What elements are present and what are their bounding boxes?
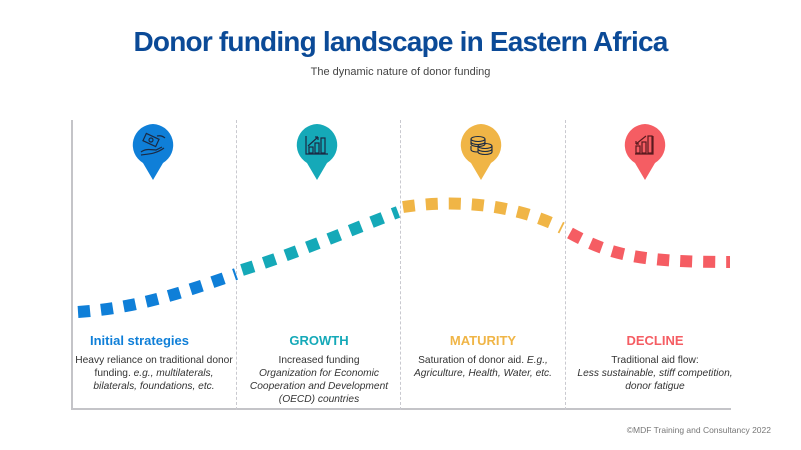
stage-title: MATURITY (449, 333, 517, 348)
stage-description: Saturation of donor aid. E.g., Agricultu… (414, 355, 552, 379)
stage-title: Initial strategies (90, 333, 189, 348)
stage-title: GROWTH (289, 333, 349, 348)
stage-growth: GROWTH Increased funding Organization fo… (237, 333, 401, 406)
stage-divider (400, 120, 401, 410)
stage-title: DECLINE (626, 333, 684, 348)
stage-description: Heavy reliance on traditional donor fund… (75, 355, 233, 392)
horizontal-axis (71, 408, 731, 410)
pin-maturity (460, 124, 502, 180)
curve-segment-growth (240, 206, 401, 276)
curve-segment-maturity (402, 197, 565, 234)
pin-growth (296, 124, 338, 180)
pin-initial (132, 124, 174, 180)
bar-chart-down-icon (635, 135, 654, 155)
stage-divider (236, 120, 237, 410)
vertical-axis (71, 120, 73, 410)
curve-segment-decline (567, 227, 731, 268)
money-hand-icon (140, 132, 166, 156)
curve-segment-initial (77, 268, 238, 318)
stage-initial: Initial strategies Heavy reliance on tra… (72, 333, 236, 393)
stage-decline: DECLINE Traditional aid flow: Less susta… (566, 333, 744, 393)
copyright: ©MDF Training and Consultancy 2022 (626, 425, 771, 435)
stage-divider (565, 120, 566, 410)
bar-chart-up-icon (305, 136, 328, 155)
stage-description: Traditional aid flow: Less sustainable, … (577, 355, 733, 392)
page-subtitle: The dynamic nature of donor funding (310, 66, 491, 78)
stage-description: Increased funding Organization for Econo… (249, 355, 389, 405)
page-title: Donor funding landscape in Eastern Afric… (133, 26, 668, 57)
coins-stack-icon (470, 135, 493, 156)
pin-decline (624, 124, 666, 180)
stage-maturity: MATURITY Saturation of donor aid. E.g., … (401, 333, 565, 380)
